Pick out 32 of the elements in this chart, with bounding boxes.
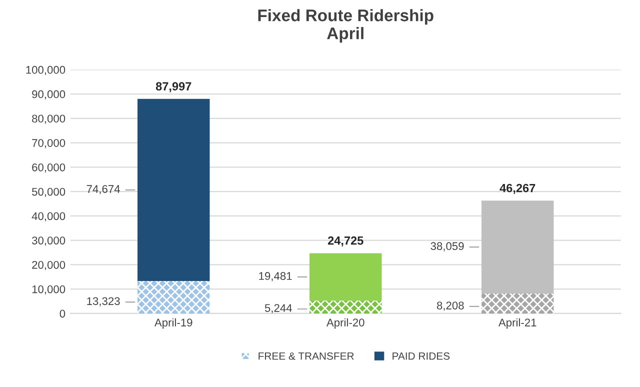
bar xyxy=(137,98,210,281)
data-label: 8,208 xyxy=(436,302,464,311)
total-label: 46,267 xyxy=(500,184,536,194)
total-label: 24,725 xyxy=(328,236,364,246)
y-tick-label: 20,000 xyxy=(32,260,66,270)
bar xyxy=(309,253,382,301)
bar xyxy=(137,280,210,314)
bar xyxy=(481,200,554,294)
y-tick-label: 80,000 xyxy=(32,114,66,124)
y-tick-label: 50,000 xyxy=(32,188,66,198)
y-tick-label: 40,000 xyxy=(32,212,66,222)
bar xyxy=(481,293,554,314)
bar xyxy=(309,300,382,314)
x-tick-label: April-21 xyxy=(498,318,536,329)
y-tick-label: 30,000 xyxy=(32,236,66,246)
data-label: 38,059 xyxy=(430,242,464,252)
data-label: 5,244 xyxy=(264,304,292,314)
legend-label: FREE & TRANSFER xyxy=(258,352,354,360)
y-tick-label: 90,000 xyxy=(32,90,66,100)
x-tick-label: April-19 xyxy=(154,318,192,329)
x-tick-label: April-20 xyxy=(326,318,364,329)
data-label: 13,323 xyxy=(87,297,120,306)
chart-title: Fixed Route Ridership April xyxy=(258,9,434,43)
y-tick-label: 0 xyxy=(60,310,66,318)
y-tick-label: 100,000 xyxy=(26,66,66,76)
data-label: 19,481 xyxy=(259,272,292,282)
data-label: 74,674 xyxy=(86,185,120,194)
total-label: 87,997 xyxy=(156,82,192,92)
legend-label: PAID RIDES xyxy=(392,352,450,360)
y-tick-label: 60,000 xyxy=(32,163,66,173)
y-tick-label: 70,000 xyxy=(32,139,66,148)
y-tick-label: 10,000 xyxy=(32,285,66,295)
